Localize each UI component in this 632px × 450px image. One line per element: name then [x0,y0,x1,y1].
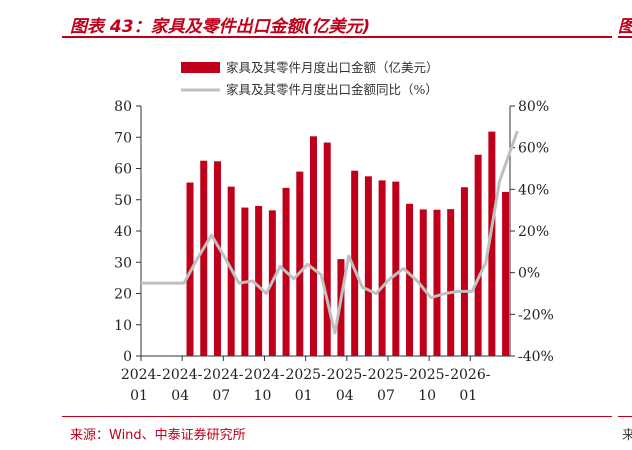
yoy-line [141,130,519,335]
bar [392,181,400,356]
bar [213,161,221,356]
adjacent-footer-divider [618,416,632,417]
x-axis-tick-label: 2026- [450,367,491,383]
x-axis-tick-label: 2025- [409,367,450,383]
right-axis-tick-label: -40% [518,349,554,365]
bar [378,180,386,356]
left-axis-tick-label: 20 [114,287,132,303]
x-axis-tick-label: 2024- [162,367,203,383]
x-axis-tick-label: 2025- [285,367,326,383]
bar [406,203,414,356]
x-axis-tick-label: 2024- [203,367,244,383]
left-axis-tick-label: 30 [114,255,132,271]
legend-bar-swatch [181,62,220,73]
bar [255,206,263,356]
title-divider [62,36,612,38]
x-axis-tick-label: 01 [459,388,477,404]
figure-title: 图表 43：家具及零件出口金额(亿美元) [70,17,371,37]
x-axis-tick-label: 01 [295,388,313,404]
bar [433,209,441,356]
x-axis-tick-label: 01 [130,388,148,404]
bar [323,142,331,356]
x-axis-tick-label: 04 [171,388,189,404]
bar [364,176,372,356]
line-series [141,130,519,335]
x-axis-tick-label: 10 [254,388,272,404]
adjacent-figure-divider [618,36,632,38]
left-axis-tick-label: 70 [114,130,132,146]
right-axis-tick-label: -20% [518,307,554,323]
x-axis-tick-label: 2025- [327,367,368,383]
footer-divider [62,416,612,417]
x-axis-tick-label: 04 [336,388,354,404]
x-axis-tick-label: 10 [418,388,436,404]
bar [447,209,455,356]
x-axis-tick-label: 07 [212,388,230,404]
bar [200,160,208,356]
left-axis-tick-label: 0 [123,349,132,365]
left-axis-tick-label: 50 [114,193,132,209]
bar [419,209,427,356]
legend-bar-label: 家具及其零件月度出口金额（亿美元） [226,60,439,75]
bar [502,191,510,356]
bar [296,171,304,356]
left-axis-tick-label: 80 [114,99,132,115]
bar [460,187,468,356]
chart-axes: 01020304050607080-40%-20%0%20%40%60%80%2… [114,99,554,404]
x-axis-tick-label: 07 [377,388,395,404]
left-axis-tick-label: 10 [114,318,132,334]
x-axis-tick-label: 2025- [368,367,409,383]
x-axis-tick-label: 2024- [244,367,285,383]
right-axis-tick-label: 0% [518,266,540,282]
right-axis-tick-label: 20% [518,224,549,240]
source-note: 来源：Wind、中泰证券研究所 [70,428,246,443]
right-axis-tick-label: 40% [518,182,549,198]
bar [351,170,359,356]
bar-series [186,131,510,356]
bar [474,154,482,356]
adjacent-source-fragment: 来 [622,428,632,442]
bar [310,136,317,356]
chart-legend: 家具及其零件月度出口金额（亿美元） 家具及其零件月度出口金额同比（%） [181,60,439,97]
right-axis-tick-label: 80% [518,99,549,115]
bar [488,131,496,356]
adjacent-figure-title-fragment: 图 [618,12,632,36]
left-axis-tick-label: 60 [114,162,132,178]
right-axis-tick-label: 60% [518,141,549,157]
legend-line-label: 家具及其零件月度出口金额同比（%） [226,82,438,97]
x-axis-tick-label: 2024- [121,367,162,383]
left-axis-tick-label: 40 [114,224,132,240]
